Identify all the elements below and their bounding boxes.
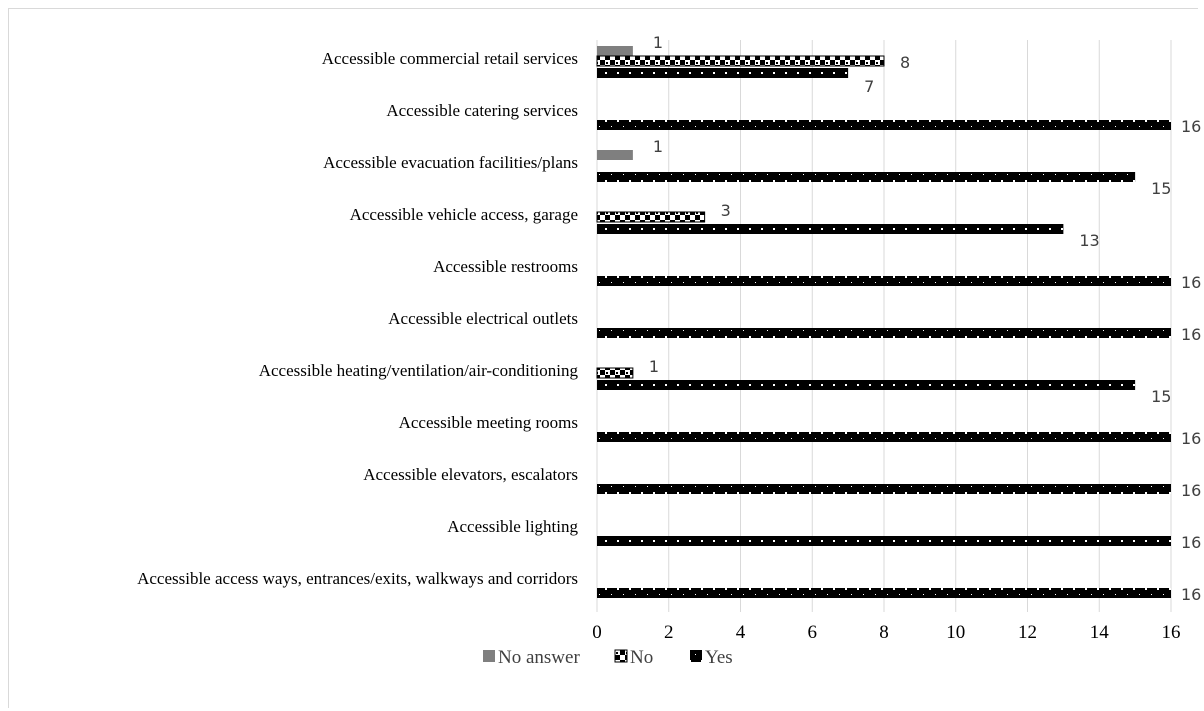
- bar-no: [596, 367, 634, 379]
- bar-no: [596, 55, 885, 67]
- bar-yes: [597, 380, 1136, 390]
- x-tick-label: 10: [946, 622, 965, 643]
- data-label: 7: [864, 77, 874, 96]
- category-label: Accessible heating/ventilation/air-condi…: [259, 361, 579, 380]
- legend-swatch-no: [614, 649, 628, 663]
- x-tick-label: 14: [1090, 622, 1110, 643]
- legend-label-yes: Yes: [705, 647, 733, 668]
- legend: No answer No Yes: [483, 647, 733, 668]
- x-tick-label: 16: [1162, 622, 1181, 643]
- bar-no: [596, 211, 706, 223]
- category-label: Accessible lighting: [447, 517, 578, 536]
- data-label: 1: [653, 137, 663, 156]
- x-tick-label: 2: [664, 622, 674, 643]
- data-label: 1: [653, 33, 663, 52]
- bar-yes: [597, 276, 1171, 286]
- labels: 0 2 4 6 8 10 12 14 16 Accessible commercial retai…: [137, 33, 1201, 643]
- data-label: 16: [1181, 273, 1201, 292]
- category-label: Accessible commercial retail services: [322, 49, 578, 68]
- bar-yes: [597, 484, 1171, 494]
- category-label: Accessible electrical outlets: [388, 309, 578, 328]
- data-label: 16: [1181, 585, 1201, 604]
- gridlines: [668, 40, 1172, 612]
- x-tick-label: 0: [592, 622, 602, 643]
- x-tick-label: 8: [879, 622, 889, 643]
- category-label: Accessible evacuation facilities/plans: [323, 153, 578, 172]
- legend-label-no: No: [630, 647, 653, 668]
- data-label: 16: [1181, 117, 1201, 136]
- data-label: 16: [1181, 429, 1201, 448]
- bar-yes: [597, 224, 1064, 234]
- category-label: Accessible catering services: [386, 101, 578, 120]
- x-tick-label: 6: [808, 622, 818, 643]
- bar-yes: [597, 432, 1171, 442]
- bar-yes: [597, 172, 1136, 182]
- data-label: 15: [1151, 179, 1171, 198]
- data-label: 13: [1079, 231, 1099, 250]
- data-label: 16: [1181, 481, 1201, 500]
- x-tick-label: 12: [1018, 622, 1037, 643]
- data-label: 16: [1181, 325, 1201, 344]
- data-label: 8: [900, 53, 910, 72]
- legend-swatch-yes: [690, 650, 702, 662]
- category-label: Accessible restrooms: [433, 257, 578, 276]
- bar-no-answer: [597, 46, 633, 56]
- data-label: 1: [649, 357, 659, 376]
- legend-swatch-no-answer: [483, 650, 495, 662]
- chart-frame: [8, 8, 1198, 708]
- category-label: Accessible meeting rooms: [399, 413, 578, 432]
- data-label: 16: [1181, 533, 1201, 552]
- bars: [596, 46, 1171, 598]
- bar-yes: [597, 588, 1171, 598]
- legend-label-no-answer: No answer: [498, 647, 580, 668]
- bar-yes: [597, 120, 1171, 130]
- bar-yes: [597, 536, 1171, 546]
- x-tick-label: 4: [736, 622, 746, 643]
- bar-yes: [597, 328, 1171, 338]
- data-label: 15: [1151, 387, 1171, 406]
- bar-yes: [597, 68, 849, 78]
- category-label: Accessible elevators, escalators: [363, 465, 578, 484]
- data-label: 3: [721, 201, 731, 220]
- bar-no-answer: [597, 150, 633, 160]
- category-label: Accessible access ways, entrances/exits,…: [137, 569, 578, 588]
- category-label: Accessible vehicle access, garage: [350, 205, 578, 224]
